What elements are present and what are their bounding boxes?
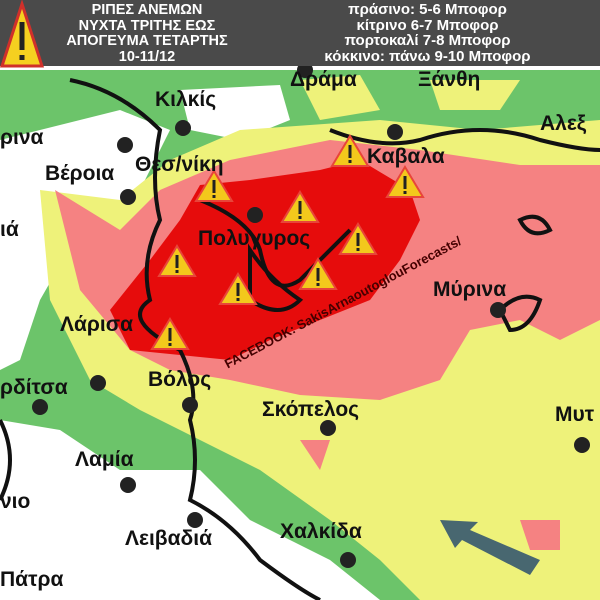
place-label: ρδίτσα [0, 376, 68, 399]
warning-triangles [150, 134, 425, 350]
place-label: Αλεξ [540, 112, 587, 135]
place-label: Πολυγυρος [198, 227, 311, 250]
legend-yellow: κίτρινο 6-7 Μποφορ [356, 16, 499, 34]
place-label: ιά [0, 218, 19, 241]
title-line: ΡΙΠΕΣ ΑΝΕΜΩΝ [91, 2, 203, 18]
white-land [0, 85, 300, 600]
place-label: ρινα [0, 126, 44, 149]
legend-green: πράσινο: 5-6 Μποφορ [348, 1, 507, 18]
warning-triangle-icon [385, 165, 425, 198]
red-zone [110, 160, 420, 360]
city-dots [32, 62, 590, 568]
header-banner: ΡΙΠΕΣ ΑΝΕΜΩΝ ΝΥΧΤΑ ΤΡΙΤΗΣ ΕΩΣ ΑΠΟΓΕΥΜΑ Τ… [0, 0, 600, 66]
place-label: Ξάνθη [418, 68, 481, 91]
place-label: Πάτρα [0, 568, 64, 591]
title-line: ΝΥΧΤΑ ΤΡΙΤΗΣ ΕΩΣ [78, 17, 216, 34]
place-label: Κιλκίς [155, 88, 217, 111]
place-label: νιο [0, 490, 31, 513]
place-label: Λειβαδιά [125, 527, 213, 550]
place-label: Βέροια [45, 162, 115, 185]
warning-triangle-icon [194, 169, 234, 202]
legend-orange: πορτοκαλί 7-8 Μποφορ [344, 32, 511, 49]
warning-triangle-icon [338, 222, 378, 255]
title-date: 10-11/12 [118, 48, 176, 65]
legend: πράσινο: 5-6 Μποφορ κίτρινο 6-7 Μποφορ π… [255, 2, 600, 64]
legend-red: κόκκινο: πάνω 9-10 Μποφορ [324, 47, 531, 65]
wind-arrow-icon [440, 520, 540, 575]
warning-triangle-icon [298, 257, 338, 290]
header-title: ΡΙΠΕΣ ΑΝΕΜΩΝ ΝΥΧΤΑ ΤΡΙΤΗΣ ΕΩΣ ΑΠΟΓΕΥΜΑ Τ… [42, 2, 252, 65]
place-label: Λαμία [75, 448, 134, 471]
place-label: Δράμα [290, 68, 357, 91]
warning-triangle-icon [0, 0, 44, 68]
title-line: ΑΠΟΓΕΥΜΑ ΤΕΤΑΡΤΗΣ [66, 33, 228, 49]
warning-triangle-icon [330, 134, 370, 167]
place-label: Λάρισα [60, 313, 134, 336]
warning-triangle-icon [218, 272, 258, 305]
place-label: Σκόπελος [262, 398, 360, 421]
place-label: Χαλκίδα [280, 520, 362, 543]
place-label: Βόλος [148, 368, 212, 391]
warning-triangle-icon [150, 317, 190, 350]
warning-triangle-icon [157, 244, 197, 277]
place-label: Καβαλα [367, 145, 445, 168]
place-label: Μύρινα [433, 278, 507, 301]
place-label: Μυτ [555, 403, 595, 426]
place-label: Θεσ/νίκη [135, 153, 224, 176]
warning-triangle-icon [280, 190, 320, 223]
